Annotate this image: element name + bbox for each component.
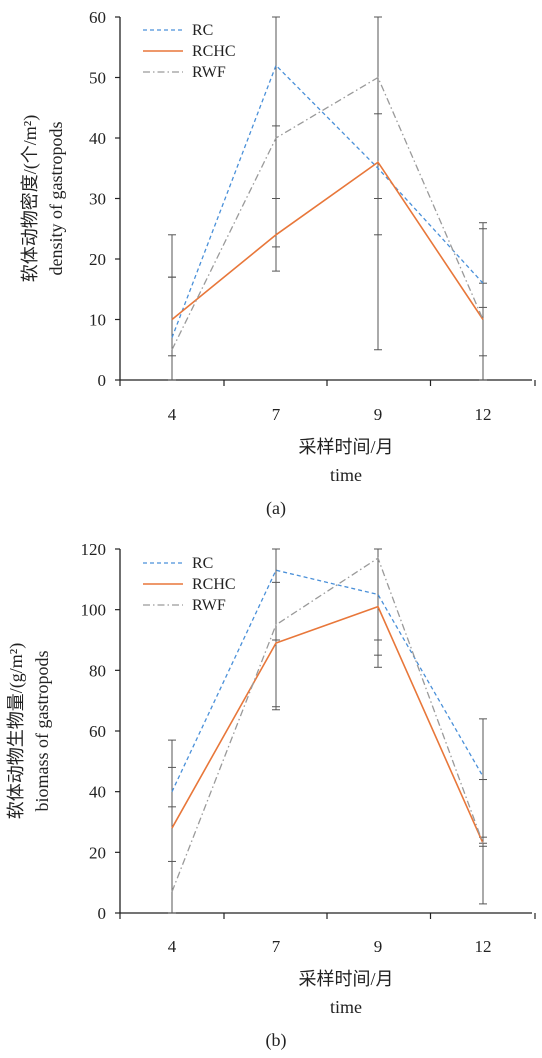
- x-tick-label: 7: [272, 937, 281, 956]
- series-line-rchc: [171, 605, 484, 844]
- legend-label-rwf: RWF: [192, 597, 226, 614]
- x-axis-title-cn: 采样时间/月: [298, 969, 393, 989]
- legend-label-rc: RC: [192, 555, 213, 572]
- legend-label-rwf: RWF: [192, 64, 226, 81]
- panel-label: (a): [266, 498, 286, 519]
- y-tick-label: 10: [89, 311, 106, 330]
- y-tick-label: 80: [89, 661, 106, 680]
- y-tick-label: 60: [89, 8, 106, 27]
- y-tick-label: 40: [89, 129, 106, 148]
- x-tick-label: 7: [272, 405, 281, 424]
- y-tick-label: 120: [81, 540, 107, 559]
- series-line-rc: [171, 569, 484, 792]
- y-axis-title-en: density of gastropods: [46, 122, 66, 276]
- x-tick-label: 9: [374, 405, 383, 424]
- y-tick-label: 0: [98, 371, 107, 390]
- series-line-rchc: [171, 161, 484, 321]
- legend-label-rc: RC: [192, 22, 213, 39]
- x-tick-label: 4: [168, 937, 177, 956]
- y-axis-title-en: biomass of gastropods: [32, 651, 52, 812]
- series-line-rc: [171, 64, 484, 338]
- x-tick-label: 12: [475, 937, 492, 956]
- y-tick-label: 20: [89, 843, 106, 862]
- panel-label: (b): [266, 1030, 287, 1051]
- chart-panel-b: 0 20 40 60 80 100 120 4 7 9 12 采样时间/月 time 软体动物生物量/(g…: [6, 540, 536, 1051]
- x-axis-title-en: time: [330, 997, 362, 1017]
- chart-panel-a: 0 10 20 30 40 50 60 4 7 9 12 采样时间/月 time 软体动物密度/(个/m²…: [20, 8, 536, 519]
- y-tick-label: 20: [89, 250, 106, 269]
- y-tick-label: 0: [98, 904, 107, 923]
- legend-label-rchc: RCHC: [192, 43, 236, 60]
- x-tick-label: 4: [168, 405, 177, 424]
- y-axis-title-cn: 软体动物生物量/(g/m²): [6, 643, 27, 819]
- x-axis-title-en: time: [330, 465, 362, 485]
- x-axis-title-cn: 采样时间/月: [298, 437, 393, 457]
- x-tick-label: 9: [374, 937, 383, 956]
- legend-label-rchc: RCHC: [192, 576, 236, 593]
- y-tick-label: 100: [81, 601, 107, 620]
- x-tick-label: 12: [475, 405, 492, 424]
- y-tick-label: 40: [89, 783, 106, 802]
- y-axis-title-cn: 软体动物密度/(个/m²): [20, 115, 41, 282]
- y-tick-label: 50: [89, 69, 106, 88]
- series-line-rwf: [171, 76, 484, 351]
- y-tick-label: 60: [89, 722, 106, 741]
- y-tick-label: 30: [89, 190, 106, 209]
